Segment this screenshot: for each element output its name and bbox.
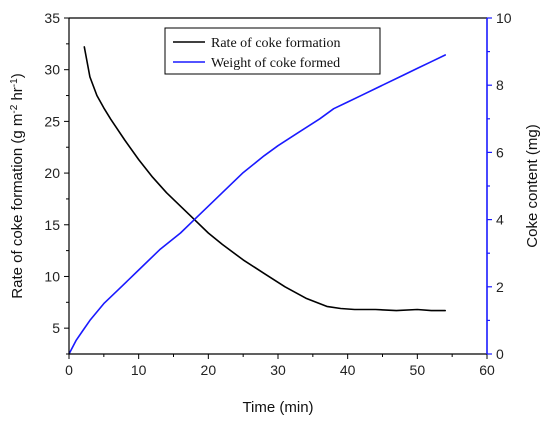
x-tick-label: 40: [340, 362, 356, 378]
x-tick-label: 60: [479, 362, 495, 378]
y-right-axis-title: Coke content (mg): [524, 124, 541, 247]
y-left-tick-label: 15: [44, 217, 60, 233]
y-right-tick-label: 6: [496, 144, 504, 160]
x-tick-label: 30: [270, 362, 286, 378]
rate-of-coke-formation-line: [83, 46, 447, 312]
y-left-tick-label: 20: [44, 165, 60, 181]
y-left-tick-label: 5: [52, 320, 60, 336]
weight-of-coke-formed-line: [68, 54, 447, 355]
y-left-tick-label: 10: [44, 268, 60, 284]
legend-entry-label: Rate of coke formation: [211, 36, 340, 51]
y-left-tick-label: 30: [44, 62, 60, 78]
x-axis-title: Time (min): [242, 399, 313, 416]
y-left-tick-label: 35: [44, 10, 60, 26]
legend-entry-label: Weight of coke formed: [211, 56, 340, 71]
y-right-tick-label: 4: [496, 212, 504, 228]
y-right-tick-label: 10: [496, 10, 512, 26]
x-tick-label: 0: [65, 362, 73, 378]
x-tick-label: 20: [201, 362, 217, 378]
y-left-axis-title: Rate of coke formation (g m-2 hr-1): [9, 73, 27, 298]
x-tick-label: 50: [410, 362, 426, 378]
y-left-tick-label: 25: [44, 113, 60, 129]
legend-box: [164, 27, 381, 75]
x-tick-label: 10: [131, 362, 147, 378]
y-right-tick-label: 0: [496, 346, 504, 362]
y-right-tick-label: 8: [496, 77, 504, 93]
y-right-tick-label: 2: [496, 279, 504, 295]
